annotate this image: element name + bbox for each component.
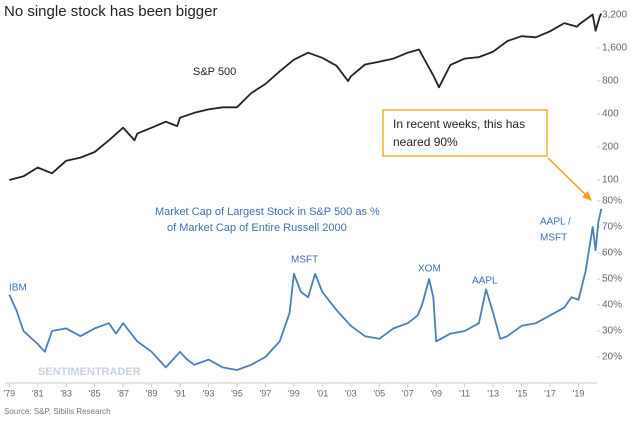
x-tick-label: '09 xyxy=(430,388,442,398)
x-tick-label: '19 xyxy=(573,388,585,398)
y-tick-label: 100 xyxy=(602,175,619,186)
callout-box xyxy=(382,109,548,157)
x-tick-label: '79 xyxy=(3,388,15,398)
callout-text: neared 90% xyxy=(393,135,458,149)
series-label: of Market Cap of Entire Russell 2000 xyxy=(167,222,347,234)
x-tick-label: '81 xyxy=(32,388,44,398)
x-tick-label: '85 xyxy=(89,388,101,398)
x-tick-label: '07 xyxy=(402,388,414,398)
x-tick-label: '11 xyxy=(459,388,470,398)
y-tick-label: 40% xyxy=(602,300,622,311)
y-tick-label: 50% xyxy=(602,274,622,285)
chart-title: No single stock has been bigger xyxy=(4,3,217,20)
x-tick-label: '89 xyxy=(146,388,158,398)
annotation: AAPL xyxy=(472,276,498,287)
x-tick-label: '97 xyxy=(260,388,272,398)
x-tick-label: '15 xyxy=(516,388,528,398)
source: Source: S&P, Sibilis Research xyxy=(4,407,111,416)
series-line xyxy=(9,13,603,181)
series-label: S&P 500 xyxy=(193,66,236,78)
x-tick-label: '13 xyxy=(487,388,499,398)
x-tick-label: '17 xyxy=(544,388,556,398)
x-tick-label: '99 xyxy=(288,388,300,398)
x-tick-label: '83 xyxy=(60,388,72,398)
y-tick-label: 20% xyxy=(602,352,622,363)
callout-arrow xyxy=(547,157,589,198)
series-label: Market Cap of Largest Stock in S&P 500 a… xyxy=(155,206,380,218)
y-tick-label: 1,600 xyxy=(602,43,627,54)
y-tick-label: 60% xyxy=(602,248,622,259)
watermark: SENTIMENTRADER xyxy=(38,366,141,378)
y-tick-label: 400 xyxy=(602,109,619,120)
annotation: MSFT xyxy=(291,255,318,266)
series-line xyxy=(8,208,603,371)
x-tick-label: '05 xyxy=(373,388,385,398)
x-tick-label: '01 xyxy=(316,388,328,398)
y-tick-label: 70% xyxy=(602,222,622,233)
y-tick-label: 3,200 xyxy=(602,10,627,21)
callout-arrowhead xyxy=(582,191,592,201)
y-tick-label: 800 xyxy=(602,76,619,87)
callout-text: In recent weeks, this has xyxy=(393,117,525,131)
annotation: MSFT xyxy=(540,233,567,244)
annotation: XOM xyxy=(418,264,441,275)
y-tick-label: 30% xyxy=(602,326,622,337)
y-tick-label: 80% xyxy=(602,196,622,207)
x-tick-label: '87 xyxy=(117,388,129,398)
annotation: AAPL / xyxy=(540,217,571,228)
x-tick-label: '03 xyxy=(345,388,357,398)
x-tick-label: '95 xyxy=(231,388,243,398)
x-tick-label: '91 xyxy=(174,388,186,398)
x-tick-label: '93 xyxy=(203,388,215,398)
y-tick-label: 200 xyxy=(602,142,619,153)
annotation: IBM xyxy=(9,283,27,294)
